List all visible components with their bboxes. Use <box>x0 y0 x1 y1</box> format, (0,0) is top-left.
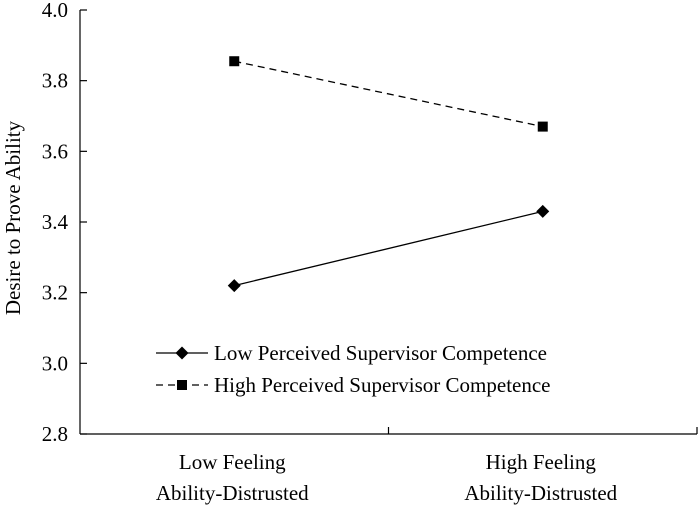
x-tick-label: Low Feeling <box>179 450 286 474</box>
y-axis-label: Desire to Prove Ability <box>1 120 25 315</box>
y-tick-label: 3.6 <box>42 139 68 163</box>
series-high-competence-point <box>537 121 548 132</box>
legend-label: Low Perceived Supervisor Competence <box>214 341 547 365</box>
series-low-competence-point <box>227 279 241 293</box>
y-tick-label: 3.8 <box>42 69 68 93</box>
series-high-competence-point <box>229 56 240 67</box>
x-tick-label: Ability-Distrusted <box>156 481 309 505</box>
legend-marker <box>175 346 189 360</box>
y-tick-label: 3.4 <box>42 210 69 234</box>
series-group <box>227 56 550 293</box>
series-low-competence-point <box>536 204 550 218</box>
legend-marker <box>177 380 187 390</box>
legend: Low Perceived Supervisor Competence High … <box>156 341 551 397</box>
y-tick-label: 2.8 <box>42 422 68 446</box>
legend-label: High Perceived Supervisor Competence <box>214 373 551 397</box>
series-low-competence-line <box>234 210 543 287</box>
series-high-competence-line <box>234 60 543 128</box>
x-tick-label: Ability-Distrusted <box>464 481 617 505</box>
y-tick-label: 3.0 <box>42 351 68 375</box>
y-tick-label: 3.2 <box>42 281 68 305</box>
x-tick-label: High Feeling <box>486 450 597 474</box>
y-tick-label: 4.0 <box>42 0 68 22</box>
